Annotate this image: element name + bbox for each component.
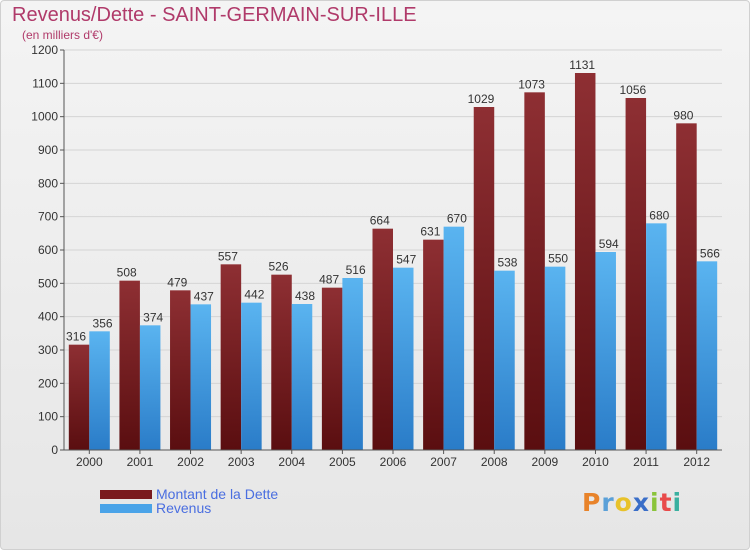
y-tick-label: 1200 <box>31 43 58 57</box>
chart-title: Revenus/Dette - SAINT-GERMAIN-SUR-ILLE <box>12 4 417 26</box>
bar-dette <box>372 228 393 450</box>
logo-letter: r <box>601 488 615 517</box>
chart-subtitle: (en milliers d'€) <box>22 28 103 42</box>
data-label: 316 <box>66 330 86 344</box>
bar-revenus <box>544 266 566 450</box>
x-tick-label: 2001 <box>127 455 154 469</box>
bar-dette <box>321 287 343 450</box>
x-tick-label: 2004 <box>278 455 305 469</box>
logo-letter: i <box>650 488 660 517</box>
legend-item-revenus: Revenus <box>100 500 212 516</box>
y-tick-label: 100 <box>38 410 58 424</box>
bar-revenus <box>190 304 212 450</box>
data-label: 566 <box>700 246 720 260</box>
bar-dette <box>423 239 444 450</box>
y-tick-label: 0 <box>51 443 58 457</box>
data-label: 631 <box>420 225 440 239</box>
bar-revenus <box>241 302 262 450</box>
bar-revenus <box>696 261 718 450</box>
data-label: 487 <box>319 273 339 287</box>
x-tick-label: 2005 <box>329 455 356 469</box>
x-tick-label: 2008 <box>481 455 508 469</box>
legend-label-revenus: Revenus <box>156 500 212 516</box>
legend-item-debt: Montant de la Dette <box>100 486 279 502</box>
data-label: 516 <box>346 263 366 277</box>
data-label: 438 <box>295 289 315 303</box>
data-labels: 316 356 508 374 479 437 557 442 526 438 487 516 664 5… <box>66 58 720 344</box>
legend-label-debt: Montant de la Dette <box>156 486 279 502</box>
x-tick-label: 2002 <box>177 455 204 469</box>
x-tick-label: 2003 <box>228 455 255 469</box>
bar-dette <box>574 73 596 450</box>
y-tick-label: 200 <box>38 376 58 390</box>
logo-letter: o <box>614 488 633 517</box>
x-tick-label: 2012 <box>683 455 710 469</box>
x-tick-label: 2006 <box>380 455 407 469</box>
bar-dette <box>220 264 242 450</box>
data-label: 538 <box>497 256 517 270</box>
data-label: 479 <box>167 275 187 289</box>
y-tick-label: 1000 <box>31 110 58 124</box>
data-label: 594 <box>599 237 619 251</box>
logo-letter: P <box>582 488 602 517</box>
data-label: 980 <box>673 108 693 122</box>
y-tick-label: 500 <box>38 276 58 290</box>
data-label: 437 <box>194 289 214 303</box>
logo-letter: x <box>632 488 650 517</box>
y-tick-label: 700 <box>38 210 58 224</box>
data-label: 547 <box>396 253 416 267</box>
y-tick-label: 900 <box>38 143 58 157</box>
bar-revenus <box>494 270 515 450</box>
data-label: 374 <box>143 310 163 324</box>
x-tick-label: 2010 <box>582 455 609 469</box>
bar-revenus <box>443 226 465 450</box>
x-tick-label: 2007 <box>430 455 457 469</box>
data-label: 1056 <box>619 83 646 97</box>
bar-revenus <box>646 223 667 450</box>
x-tick-label: 2009 <box>531 455 558 469</box>
logo-letter: i <box>672 488 683 517</box>
bar-revenus <box>139 325 161 450</box>
data-label: 1073 <box>518 77 545 91</box>
data-label: 1131 <box>569 58 595 72</box>
axes: 0 100 200 300 400 500 600 700 800 900 1000 1100 1200… <box>31 43 722 469</box>
bar-revenus <box>393 267 414 450</box>
bar-dette <box>473 107 495 450</box>
y-tick-label: 400 <box>38 310 58 324</box>
proxiti-logo: Proxiti <box>582 488 682 517</box>
legend-swatch-revenus <box>100 503 152 513</box>
bar-revenus <box>595 252 616 450</box>
bars <box>68 73 718 450</box>
data-label: 1029 <box>468 92 495 106</box>
bar-dette <box>524 92 545 450</box>
y-tick-label: 1100 <box>32 76 58 90</box>
data-label: 664 <box>370 214 390 228</box>
data-label: 557 <box>218 249 238 263</box>
bar-revenus <box>342 278 363 450</box>
x-tick-label: 2000 <box>76 455 103 469</box>
data-label: 442 <box>244 288 264 302</box>
data-label: 550 <box>548 252 568 266</box>
bar-revenus <box>89 331 110 450</box>
y-tick-label: 600 <box>38 243 58 257</box>
bar-dette <box>68 344 90 450</box>
data-label: 356 <box>93 316 113 330</box>
logo-letter: t <box>659 488 673 517</box>
legend-swatch-debt <box>100 489 152 499</box>
data-label: 680 <box>649 208 669 222</box>
data-label: 508 <box>117 266 137 280</box>
bar-dette <box>119 280 140 450</box>
bar-dette <box>271 274 292 450</box>
y-tick-label: 800 <box>38 176 58 190</box>
data-label: 670 <box>447 212 467 226</box>
bar-revenus <box>291 304 313 450</box>
bar-dette <box>625 98 647 450</box>
data-label: 526 <box>269 260 289 274</box>
bar-dette <box>170 290 191 450</box>
x-tick-label: 2011 <box>633 455 659 469</box>
bar-dette <box>676 123 697 450</box>
y-tick-label: 300 <box>38 343 58 357</box>
